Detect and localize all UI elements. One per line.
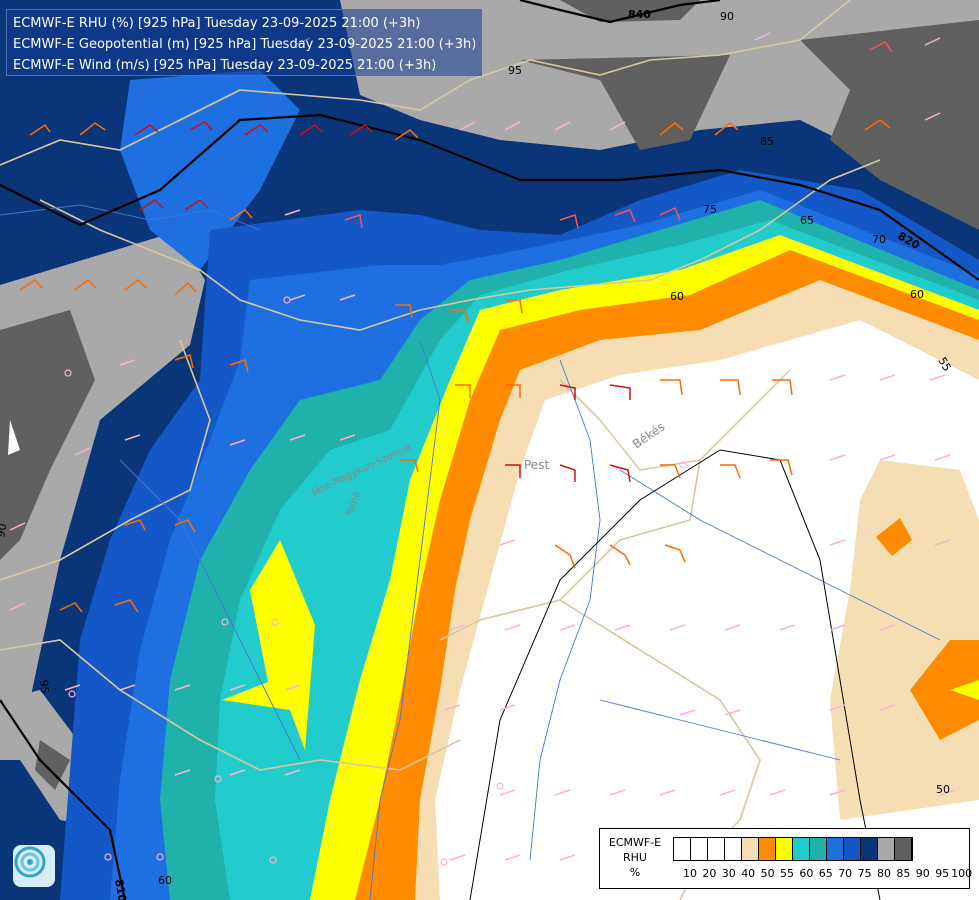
legend-tick-label: 75 xyxy=(857,867,872,880)
legend-tick-label: 90 xyxy=(915,867,930,880)
legend-swatches xyxy=(673,837,913,861)
legend-title-line: ECMWF-E xyxy=(608,836,662,849)
contour-label: 55 xyxy=(935,355,953,374)
contour-label: 85 xyxy=(760,135,774,148)
legend-swatch xyxy=(827,838,844,860)
legend-swatch xyxy=(776,838,793,860)
legend-tick-label: 95 xyxy=(935,867,950,880)
contour-label: 90 xyxy=(0,522,9,538)
contour-label: 810 xyxy=(112,878,129,900)
contour-label: 60 xyxy=(158,874,172,887)
rhu-100-area-ne xyxy=(800,20,979,230)
legend-swatch xyxy=(674,838,691,860)
legend-swatch xyxy=(759,838,776,860)
legend-swatch xyxy=(861,838,878,860)
legend-swatch xyxy=(878,838,895,860)
contour-label: 840 xyxy=(628,8,651,21)
contour-label: 75 xyxy=(703,203,717,216)
legend-swatch xyxy=(844,838,861,860)
contour-label: 95 xyxy=(37,679,51,694)
geopotential-title: ECMWF-E Geopotential (m) [925 hPa] Tuesd… xyxy=(13,37,477,52)
legend-tick-label: 50 xyxy=(760,867,775,880)
rhu-100-area-sw xyxy=(35,740,70,790)
rhu-100-area-n xyxy=(560,0,700,22)
contour-label: 70 xyxy=(872,233,886,246)
legend-swatch xyxy=(708,838,725,860)
legend-tick-label: 30 xyxy=(721,867,736,880)
rhu-low-spot xyxy=(8,420,20,455)
rhu-60-spot-east xyxy=(876,518,912,556)
contour-label: 90 xyxy=(720,10,734,23)
legend-swatch xyxy=(725,838,742,860)
map-title-box: ECMWF-E RHU (%) [925 hPa] Tuesday 23-09-… xyxy=(6,9,482,76)
legend-tick-label: 60 xyxy=(799,867,814,880)
ecmwf-swirl-icon xyxy=(13,845,55,887)
legend-swatch xyxy=(793,838,810,860)
legend-swatch xyxy=(810,838,827,860)
contour-label: 95 xyxy=(508,64,522,77)
legend-tick-label: 85 xyxy=(896,867,911,880)
rhu-100-area-north xyxy=(520,55,730,150)
legend-tick-label: 10 xyxy=(683,867,697,880)
legend-tick-label: 70 xyxy=(838,867,853,880)
legend-tick-label: 80 xyxy=(877,867,891,880)
legend-tick-label: 55 xyxy=(780,867,794,880)
rhu-65-spot-east xyxy=(950,680,979,700)
legend-swatch xyxy=(691,838,708,860)
legend-ticks: 10 20 30 40 50 55 60 65 70 75 80 85 90 95 100 xyxy=(673,867,973,881)
legend-swatch xyxy=(742,838,759,860)
contour-label: 50 xyxy=(936,783,950,796)
contour-label: 60 xyxy=(670,290,684,303)
legend-tick-label: 65 xyxy=(818,867,833,880)
legend-tick-label: 100 xyxy=(951,867,973,880)
wind-title: ECMWF-E Wind (m/s) [925 hPa] Tuesday 23-… xyxy=(13,58,437,73)
rhu-60-area-east xyxy=(910,640,979,740)
rhu-65-area-island xyxy=(222,540,315,750)
legend-tick-label: 20 xyxy=(702,867,717,880)
river-lines xyxy=(0,204,941,900)
legend-swatch xyxy=(895,838,912,860)
legend-title-line: % xyxy=(629,866,641,879)
thin-contours xyxy=(469,449,881,900)
place-label-pest: Pest xyxy=(524,458,550,472)
contour-label: 65 xyxy=(800,214,814,227)
legend-tick-label: 40 xyxy=(741,867,756,880)
legend-title: ECMWF-E RHU % xyxy=(604,835,666,880)
legend-title-line: RHU xyxy=(623,851,647,864)
rhu-title: ECMWF-E RHU (%) [925 hPa] Tuesday 23-09-… xyxy=(13,16,421,31)
wind-barbs xyxy=(9,32,956,861)
color-legend: ECMWF-E RHU % 10 20 30 40 50 55 60 65 70 75 80 85 90… xyxy=(599,828,973,889)
contour-label: 60 xyxy=(910,288,924,301)
calm-markers xyxy=(64,296,687,866)
